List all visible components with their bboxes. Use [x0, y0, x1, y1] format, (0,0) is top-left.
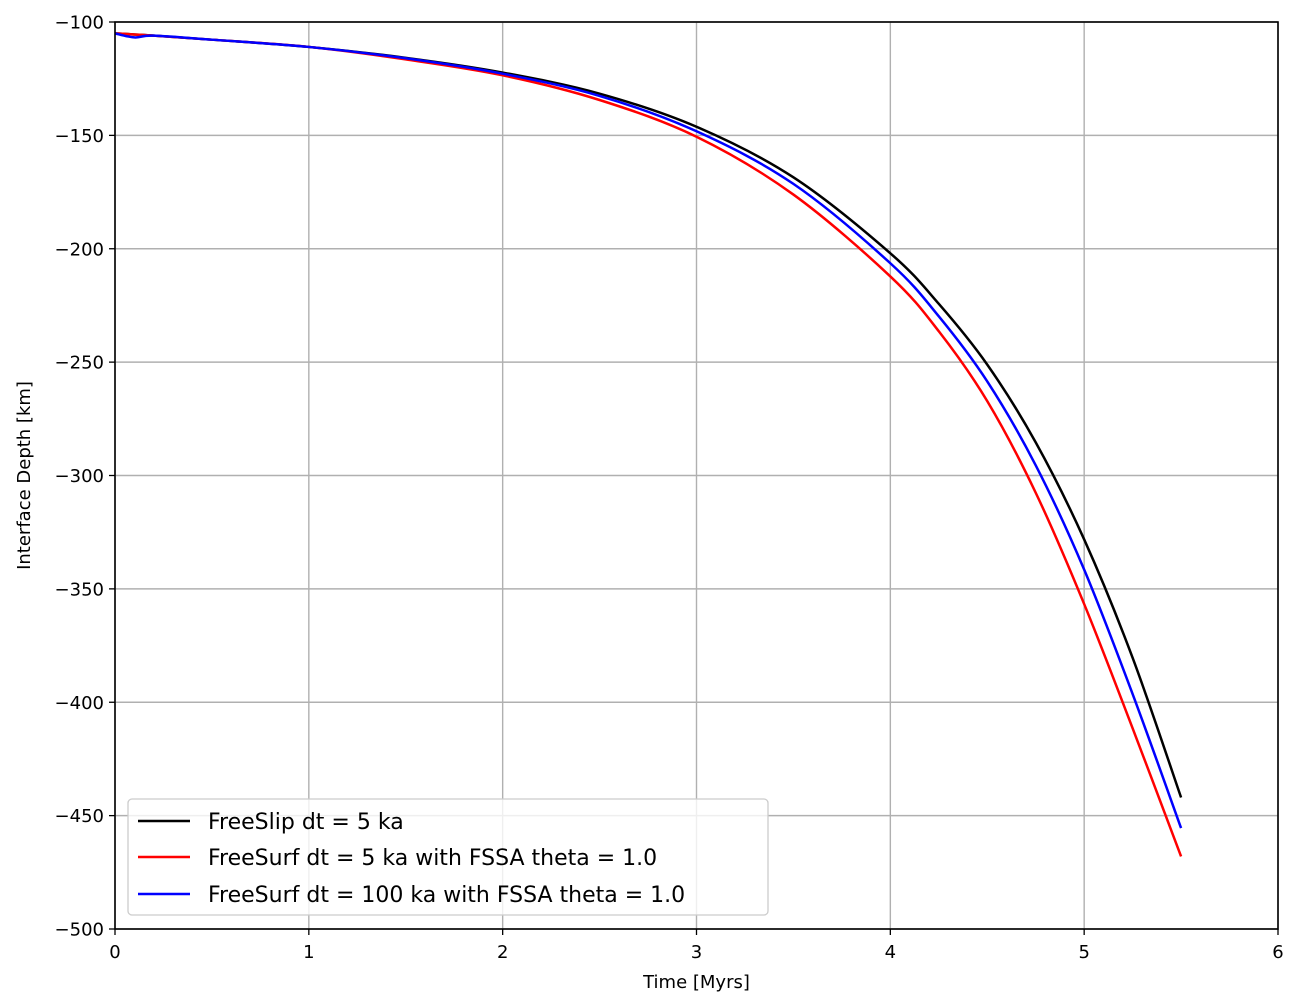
- x-tick-label: 0: [109, 942, 120, 963]
- y-axis-label: Interface Depth [km]: [14, 381, 35, 570]
- y-axis-ticks: −100 −150 −200 −250 −300 −350 −400 −450 −500: [55, 13, 115, 941]
- legend: FreeSlip dt = 5 ka FreeSurf dt = 5 ka wit…: [127, 798, 769, 916]
- y-tick-label: −300: [55, 466, 104, 487]
- series-lines: [114, 32, 1183, 857]
- x-tick-label: 6: [1272, 942, 1283, 963]
- legend-label-1: FreeSlip dt = 5 ka: [208, 810, 404, 835]
- y-tick-label: −200: [55, 239, 104, 260]
- x-tick-label: 3: [691, 942, 702, 963]
- y-tick-label: −350: [55, 579, 104, 600]
- y-tick-label: −450: [55, 806, 104, 827]
- x-tick-label: 4: [885, 942, 896, 963]
- legend-label-3: FreeSurf dt = 100 ka with FSSA theta = 1…: [208, 883, 685, 908]
- x-axis-ticks: 0 1 2 3 4 5 6: [109, 929, 1284, 963]
- y-tick-label: −100: [55, 13, 104, 34]
- x-axis-label: Time [Myrs]: [642, 972, 750, 993]
- y-tick-label: −250: [55, 353, 104, 374]
- series-line-3: [114, 32, 1183, 829]
- legend-label-2: FreeSurf dt = 5 ka with FSSA theta = 1.0: [208, 846, 657, 871]
- y-tick-label: −400: [55, 693, 104, 714]
- y-tick-label: −500: [55, 920, 104, 941]
- legend-box: [127, 798, 769, 916]
- x-tick-label: 5: [1078, 942, 1089, 963]
- x-tick-label: 1: [303, 942, 314, 963]
- y-tick-label: −150: [55, 126, 104, 147]
- x-tick-label: 2: [497, 942, 508, 963]
